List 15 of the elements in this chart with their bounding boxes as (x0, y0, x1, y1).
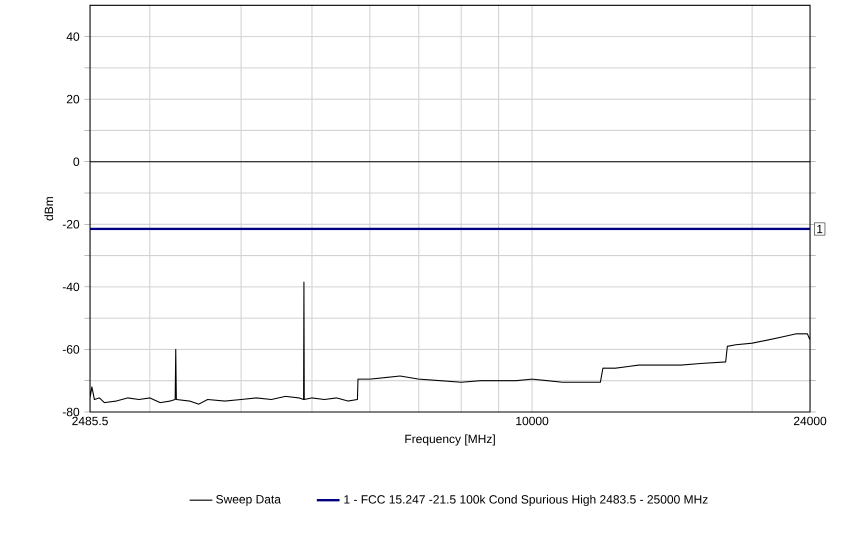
y-tick-label: 20 (66, 94, 80, 104)
legend-label: Sweep Data (216, 495, 281, 506)
y-tick-label: 40 (66, 32, 80, 41)
y-tick-label: 0 (73, 157, 80, 166)
y-tick-label: -80 (62, 408, 80, 416)
y-tick-label: -20 (62, 220, 80, 229)
y-tick-label: -40 (62, 282, 80, 292)
x-tick-label: 24000 (794, 416, 826, 426)
annotation: 1 (817, 224, 822, 234)
y-axis-title: dBm (44, 197, 54, 220)
y-tick-label: -60 (62, 345, 80, 354)
legend-label: 1 - FCC 15.247 -21.5 100k Cond Spurious High 2483.5 - 25000 MHz (344, 494, 708, 506)
x-axis-title: Frequency [MHz] (405, 434, 495, 446)
x-tick-label: 10000 (516, 416, 548, 426)
x-tick-label: 2485.5 (72, 416, 108, 426)
